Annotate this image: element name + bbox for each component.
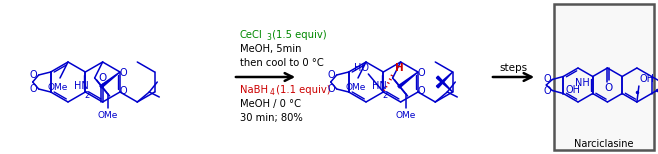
Text: O: O [417,68,425,78]
Text: OMe: OMe [48,83,68,91]
Text: OMe: OMe [346,83,367,91]
Text: O: O [544,85,551,95]
Text: O: O [119,86,127,96]
Text: O: O [604,83,613,93]
Text: 30 min; 80%: 30 min; 80% [240,113,303,123]
Text: O: O [328,84,336,94]
Text: NaBH: NaBH [240,85,268,95]
Text: O: O [119,68,127,78]
Polygon shape [398,72,418,88]
Text: 4: 4 [270,88,275,97]
Text: O: O [30,70,38,80]
Text: HN: HN [74,81,89,91]
Text: OMe: OMe [97,111,118,120]
Text: HO: HO [354,63,369,73]
Text: OH: OH [640,74,655,84]
Text: O: O [417,86,425,96]
Text: NH: NH [575,77,590,87]
Text: HN: HN [372,81,387,91]
Text: MeOH, 5min: MeOH, 5min [240,44,301,54]
Polygon shape [100,72,120,88]
Text: then cool to 0 °C: then cool to 0 °C [240,58,324,68]
Text: 2: 2 [383,91,388,101]
Text: OH: OH [565,85,580,95]
Text: 2: 2 [85,91,90,101]
Text: O: O [99,73,107,83]
Polygon shape [436,76,453,92]
Text: MeOH / 0 °C: MeOH / 0 °C [240,99,301,109]
Text: O: O [328,70,336,80]
Text: H: H [395,63,404,73]
Text: O: O [544,75,551,85]
Text: O: O [30,84,38,94]
Text: (1.1 equiv): (1.1 equiv) [273,85,330,95]
Bar [554,4,654,150]
Text: CeCl: CeCl [240,30,263,40]
Text: Narciclasine: Narciclasine [574,139,634,149]
Text: steps: steps [499,63,527,73]
Text: OMe: OMe [395,111,416,120]
Polygon shape [436,72,453,88]
Text: 3: 3 [266,33,271,42]
Text: (1.5 equiv): (1.5 equiv) [269,30,326,40]
